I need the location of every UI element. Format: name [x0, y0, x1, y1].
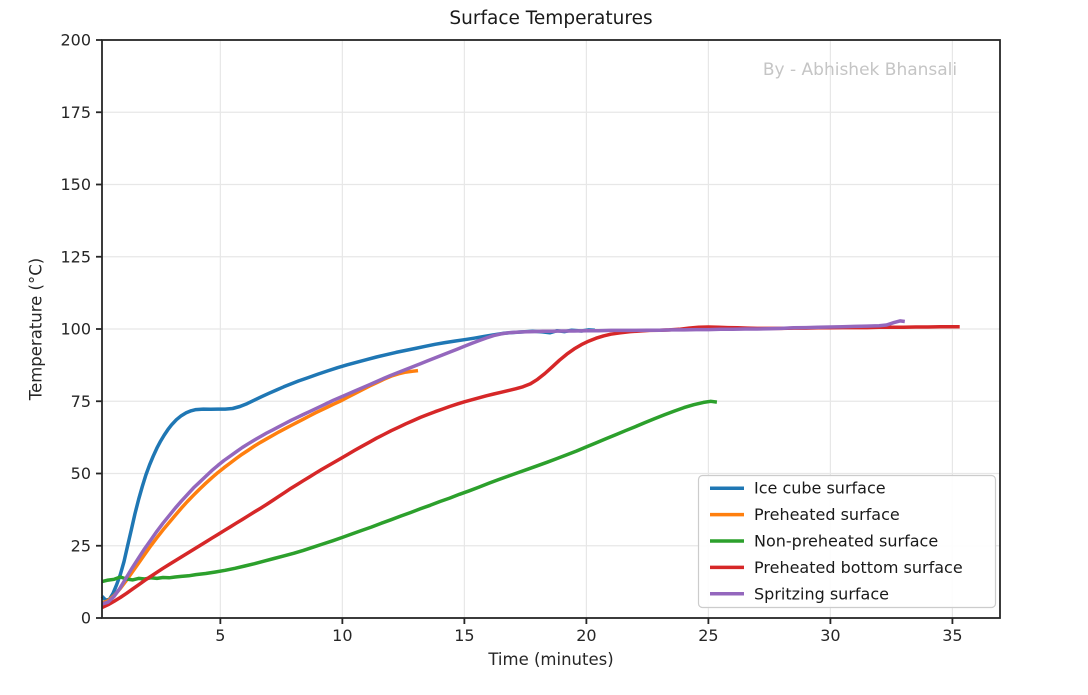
y-tick-label: 50 [71, 464, 91, 483]
legend-box [697, 474, 997, 609]
y-tick-label: 125 [60, 247, 91, 266]
legend-item-non-preheated-surface: Non-preheated surface [710, 532, 938, 551]
y-tick-label: 150 [60, 175, 91, 194]
series-line-preheated-surface [101, 368, 419, 605]
x-tick-label: 35 [942, 626, 962, 645]
legend-label: Preheated surface [754, 505, 900, 524]
series-line-spritzing-surface [101, 319, 906, 606]
x-tick-label: 30 [820, 626, 840, 645]
y-tick-label: 75 [71, 392, 91, 411]
series-line-non-preheated-surface [101, 399, 718, 584]
legend-label: Non-preheated surface [754, 532, 938, 551]
watermark-text: By - Abhishek Bhansali [762, 60, 958, 80]
legend: Ice cube surface Preheated surface Non-pre… [697, 474, 997, 609]
y-tick-label: 175 [60, 103, 91, 122]
legend-label: Ice cube surface [754, 479, 886, 498]
y-axis-label: Temperature (°C) [26, 257, 46, 401]
x-tick-label: 20 [576, 626, 596, 645]
legend-label: Preheated bottom surface [754, 558, 963, 577]
legend-item-ice-cube-surface: Ice cube surface [710, 479, 886, 498]
chart-title: Surface Temperatures [449, 8, 653, 29]
x-tick-label: 25 [698, 626, 718, 645]
legend-item-preheated-surface: Preheated surface [710, 505, 900, 524]
y-tick-label: 200 [60, 31, 91, 50]
x-tick-label: 15 [454, 626, 474, 645]
x-tick-label: 5 [215, 626, 225, 645]
legend-item-spritzing-surface: Spritzing surface [710, 584, 889, 603]
x-tick-label: 10 [332, 626, 352, 645]
y-tick-label: 0 [81, 609, 91, 628]
legend-item-preheated-bottom-surface: Preheated bottom surface [710, 558, 963, 577]
legend-label: Spritzing surface [754, 584, 889, 603]
y-tick-label: 25 [71, 536, 91, 555]
y-tick-label: 100 [60, 320, 91, 339]
x-axis-label: Time (minutes) [488, 650, 614, 669]
